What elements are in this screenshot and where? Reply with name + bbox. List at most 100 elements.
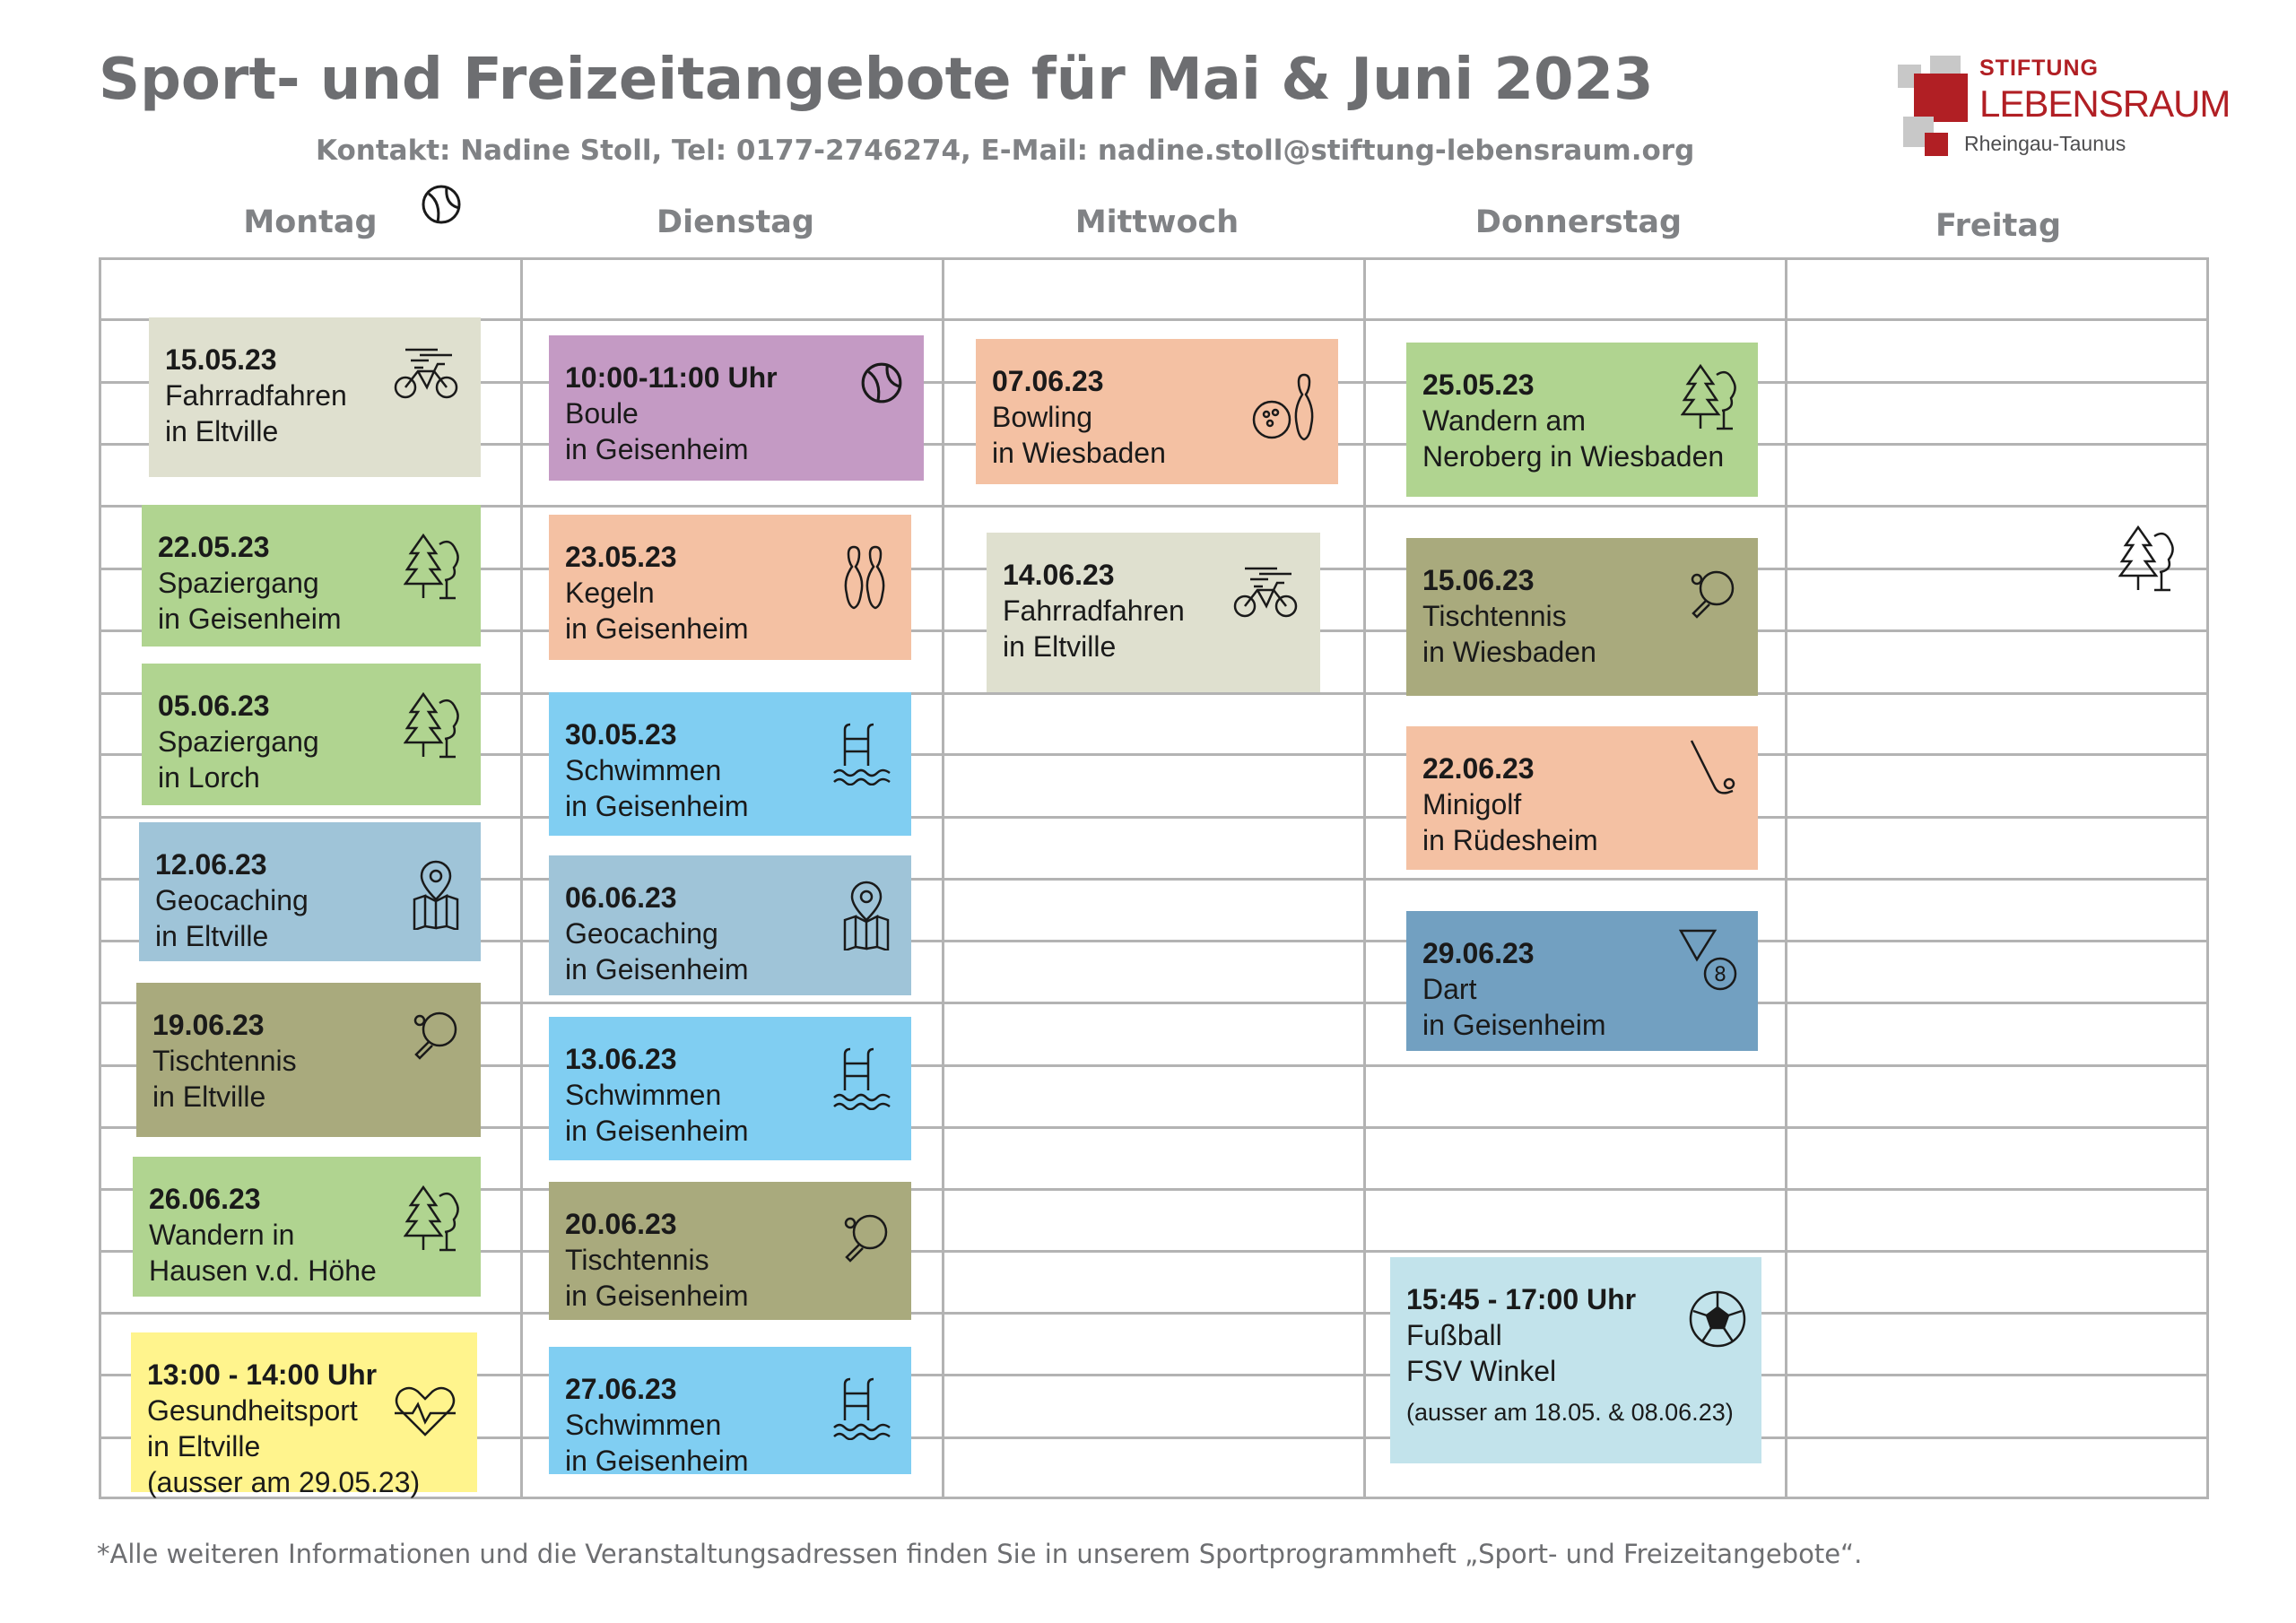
event-activity: Boule: [565, 397, 639, 430]
event-place: in Geisenheim: [565, 1445, 749, 1477]
grid-column-line: [1785, 257, 1787, 1499]
swimming-pool-icon: [833, 1377, 891, 1440]
grid-row-line: [99, 1436, 2209, 1439]
boule-ball-icon: [422, 185, 461, 224]
footnote: *Alle weiteren Informationen und die Ver…: [97, 1539, 1863, 1569]
grid-row-line: [99, 940, 2209, 942]
event-card: 12.06.23 Geocaching in Eltville: [139, 822, 481, 961]
ping-pong-icon: [1691, 570, 1735, 619]
minigolf-icon: [1690, 740, 1735, 794]
event-card: 26.06.23 Wandern in Hausen v.d. Höhe: [133, 1157, 481, 1297]
event-date: 29.06.23: [1422, 937, 1535, 969]
event-date: 12.06.23: [155, 848, 267, 881]
event-activity: Fahrradfahren: [165, 379, 347, 412]
grid-row-line: [99, 878, 2209, 881]
trees-icon: [404, 533, 459, 600]
event-activity: Tischtennis: [565, 1244, 709, 1276]
event-activity: Tischtennis: [1422, 600, 1567, 632]
bicycle-icon: [394, 348, 458, 399]
event-activity: Spaziergang: [158, 567, 319, 599]
event-date: 19.06.23: [152, 1009, 265, 1041]
billiard-icon: 8: [1679, 929, 1737, 991]
event-place: in Geisenheim: [565, 953, 749, 985]
map-pin-icon: [413, 860, 459, 930]
event-activity: Geocaching: [155, 884, 309, 916]
boule-ball-icon: [861, 362, 902, 404]
day-header-freitag: Freitag: [1935, 208, 2062, 244]
event-place: in Geisenheim: [565, 790, 749, 822]
event-card: 23.05.23 Kegeln in Geisenheim: [549, 515, 911, 660]
grid-row-line: [99, 1002, 2209, 1004]
trees-icon: [404, 691, 459, 759]
event-date: 22.05.23: [158, 531, 270, 563]
grid-row-line: [99, 505, 2209, 508]
grid-row-line: [99, 318, 2209, 321]
grid-row-line: [99, 1312, 2209, 1315]
event-card: 29.06.23 Dart in Geisenheim 8: [1406, 911, 1758, 1051]
svg-text:8: 8: [1714, 964, 1726, 986]
event-place: in Eltville: [155, 920, 269, 952]
event-card: 22.05.23 Spaziergang in Geisenheim: [142, 505, 481, 647]
event-activity: Schwimmen: [565, 754, 722, 786]
event-card: 06.06.23 Geocaching in Geisenheim: [549, 855, 911, 995]
trees-icon: [2118, 525, 2174, 592]
grid-row-line: [99, 1064, 2209, 1067]
stiftung-lebensraum-logo: STIFTUNG LEBENSRAUM Rheingau-Taunus: [1898, 54, 2231, 170]
event-place: in Eltville: [152, 1081, 266, 1113]
event-date: 26.06.23: [149, 1183, 261, 1215]
event-place: in Rüdesheim: [1422, 824, 1598, 856]
event-card: 15:45 - 17:00 Uhr Fußball FSV Winkel (au…: [1390, 1257, 1761, 1463]
event-activity: Spaziergang: [158, 725, 319, 758]
logo-text-lebensraum: LEBENSRAUM: [1979, 82, 2231, 125]
grid-column-line: [942, 257, 944, 1499]
grid-row-line: [99, 1374, 2209, 1376]
event-place: in Geisenheim: [565, 1115, 749, 1147]
event-date: 30.05.23: [565, 718, 677, 751]
event-activity: Geocaching: [565, 917, 718, 950]
day-header-mittwoch: Mittwoch: [1074, 204, 1239, 240]
event-place: in Wiesbaden: [992, 437, 1166, 469]
event-activity: Fußball: [1406, 1319, 1502, 1351]
event-date: 13:00 - 14:00 Uhr: [147, 1358, 378, 1391]
event-date: 27.06.23: [565, 1373, 677, 1405]
ping-pong-icon: [413, 1011, 457, 1060]
event-date: 07.06.23: [992, 365, 1104, 397]
ping-pong-icon: [844, 1214, 888, 1263]
event-activity: Gesundheitsport: [147, 1394, 358, 1427]
event-card: 30.05.23 Schwimmen in Geisenheim: [549, 692, 911, 836]
event-date: 05.06.23: [158, 690, 270, 722]
grid-row-line: [99, 753, 2209, 756]
event-date: 22.06.23: [1422, 752, 1535, 785]
event-place: in Geisenheim: [565, 1280, 749, 1312]
event-date: 14.06.23: [1003, 559, 1115, 591]
event-card: 05.06.23 Spaziergang in Lorch: [142, 664, 481, 805]
bowling-pins-icon: [844, 545, 885, 610]
event-activity: Tischtennis: [152, 1045, 297, 1077]
event-place: in Geisenheim: [565, 433, 749, 465]
event-note: (ausser am 29.05.23): [147, 1466, 421, 1498]
event-date: 13.06.23: [565, 1043, 677, 1075]
event-card: 19.06.23 Tischtennis in Eltville: [136, 983, 481, 1137]
event-activity: Bowling: [992, 401, 1093, 433]
event-date: 15.05.23: [165, 343, 277, 376]
event-activity: Minigolf: [1422, 788, 1522, 820]
event-place: in Eltville: [165, 415, 279, 447]
event-place: in Geisenheim: [158, 603, 342, 635]
event-card: 10:00-11:00 Uhr Boule in Geisenheim: [549, 335, 924, 481]
grid-column-line: [1363, 257, 1366, 1499]
event-activity: Schwimmen: [565, 1079, 722, 1111]
event-place: FSV Winkel: [1406, 1355, 1557, 1387]
event-time: 15:45 - 17:00 Uhr: [1406, 1283, 1637, 1315]
swimming-pool-icon: [833, 723, 891, 785]
grid-row-line: [99, 816, 2209, 819]
logo-text-region: Rheingau-Taunus: [1964, 132, 2126, 155]
grid-row-line: [99, 1188, 2209, 1191]
event-time: 10:00-11:00 Uhr: [565, 361, 778, 394]
bowling-icon: [1252, 373, 1314, 441]
event-card: 13:00 - 14:00 Uhr Gesundheitsport in Elt…: [131, 1332, 477, 1498]
event-note: (ausser am 18.05. & 08.06.23): [1406, 1399, 1734, 1426]
heartbeat-icon: [395, 1386, 456, 1436]
grid-row-line: [99, 1126, 2209, 1129]
trees-icon: [1681, 363, 1736, 430]
bicycle-icon: [1233, 567, 1298, 618]
